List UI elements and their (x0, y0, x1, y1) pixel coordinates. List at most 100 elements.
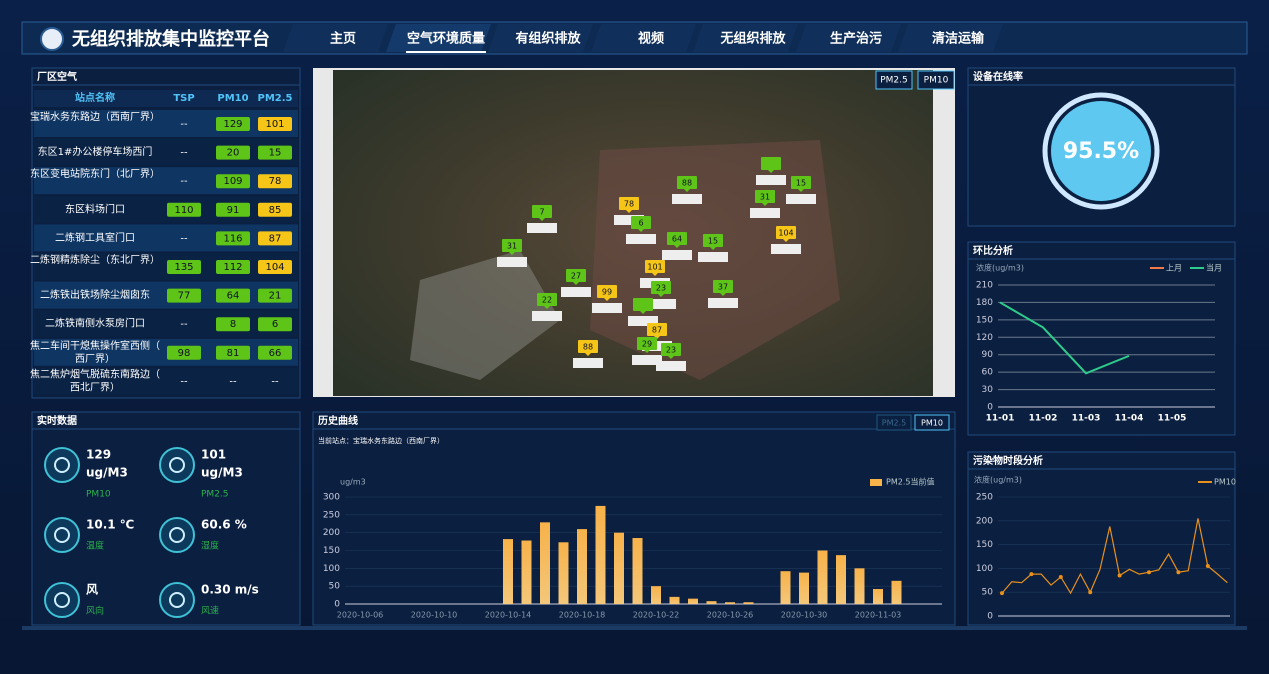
chart-toggle[interactable] (876, 414, 912, 431)
chart-toggle-label[interactable]: PM10 (921, 419, 943, 428)
nav-item[interactable]: 生产治污 (830, 31, 882, 47)
station-value: 129 (223, 119, 242, 130)
value-badge (216, 260, 250, 274)
map-marker-pin (674, 245, 680, 248)
nav-item[interactable]: 空气环境质量 (407, 31, 485, 47)
station-name: 焦二车间干熄焦操作室西侧（西厂界） (30, 339, 160, 365)
map-marker[interactable] (619, 197, 639, 210)
map-marker[interactable] (791, 176, 811, 189)
online-ring (1042, 92, 1160, 210)
y-tick-label: 180 (976, 298, 993, 308)
nav-tab[interactable] (796, 24, 901, 52)
nav-tab[interactable] (386, 24, 491, 52)
line-series (1001, 518, 1228, 595)
map-marker[interactable] (578, 340, 598, 353)
map-marker[interactable] (631, 216, 651, 229)
map-marker[interactable] (651, 281, 671, 294)
map-marker[interactable] (637, 337, 657, 350)
nav-tab[interactable] (488, 24, 593, 52)
map-marker[interactable] (713, 280, 733, 293)
value-badge (258, 288, 292, 303)
station-value: 87 (269, 233, 282, 244)
table-header-bg (34, 90, 298, 107)
map-marker-label-box (614, 215, 644, 225)
map-marker[interactable] (677, 176, 697, 189)
map-marker-pin (544, 306, 550, 309)
chart-toggle-label[interactable]: PM2.5 (882, 419, 906, 428)
line-series (999, 301, 1130, 375)
panel (967, 241, 1236, 436)
value-badge (216, 174, 250, 189)
realtime-icon (159, 517, 195, 553)
x-tick-label: 2020-10-14 (485, 611, 532, 620)
map-marker[interactable] (667, 232, 687, 245)
realtime-value: 0.30 m/s (201, 583, 259, 597)
map-marker[interactable] (537, 293, 557, 306)
station-value: -- (180, 233, 188, 244)
map-marker-value: 15 (708, 237, 718, 246)
panel (967, 451, 1236, 626)
nav-item[interactable]: 有组织排放 (515, 31, 581, 47)
map-marker[interactable] (645, 260, 665, 273)
realtime-icon (159, 447, 195, 483)
station-value: 91 (227, 205, 240, 216)
map-toggle[interactable] (875, 70, 913, 90)
y-axis-label: 浓度(ug/m3) (976, 263, 1024, 273)
map-marker-pin (539, 218, 545, 221)
nav-item[interactable]: 主页 (330, 31, 356, 47)
table-row (34, 367, 298, 395)
map-marker[interactable] (502, 239, 522, 252)
online-gauge (1051, 101, 1151, 201)
map-marker[interactable] (776, 226, 796, 239)
value-badge (216, 117, 250, 131)
y-tick-label: 50 (329, 582, 341, 592)
station-value: 101 (265, 119, 284, 130)
map-quarry (410, 250, 560, 380)
map-marker[interactable] (532, 205, 552, 218)
nav-tab[interactable] (591, 24, 696, 52)
map-marker[interactable] (597, 285, 617, 298)
nav-item[interactable]: 视频 (638, 31, 664, 47)
map-marker-value: 99 (602, 288, 612, 297)
map-marker-label-box (592, 303, 622, 313)
station-name: 焦二焦炉烟气脱硫东南路边（西北厂界） (30, 367, 160, 393)
map-marker-pin (652, 273, 658, 276)
panel-title: 历史曲线 (318, 414, 358, 427)
chart-toggle[interactable] (914, 414, 950, 431)
line-point (1176, 570, 1181, 575)
map-marker[interactable] (647, 323, 667, 336)
map-marker[interactable] (633, 298, 653, 311)
station-value: 78 (269, 176, 282, 187)
map-marker-label-box (786, 194, 816, 204)
y-axis-label: ug/m3 (340, 478, 366, 487)
map-marker-label-box (698, 252, 728, 262)
map-marker-label-box (628, 316, 658, 326)
map-marker[interactable] (566, 269, 586, 282)
map-marker-pin (644, 350, 650, 353)
map-marker[interactable] (761, 157, 781, 170)
map-marker-value: 88 (682, 179, 692, 188)
nav-tab[interactable] (693, 24, 798, 52)
chart-subtitle: 当前站点：宝瑞水务东路边（西南厂界） (318, 436, 444, 445)
station-name: 二炼钢精炼除尘（东北厂界） (30, 253, 160, 266)
map-toggle-label[interactable]: PM10 (924, 76, 949, 86)
map-toggle[interactable] (917, 70, 955, 90)
x-tick-label: 11-04 (1115, 414, 1144, 424)
map-marker[interactable] (703, 234, 723, 247)
value-badge (216, 317, 250, 332)
map-toggle-label[interactable]: PM2.5 (880, 76, 908, 86)
map-marker-label-box (646, 299, 676, 309)
map-marker[interactable] (755, 190, 775, 203)
x-tick-label: 2020-10-10 (411, 611, 458, 620)
map-marker-pin (658, 294, 664, 297)
line-point (1088, 590, 1093, 595)
realtime-label: 湿度 (201, 540, 219, 552)
station-value: 98 (178, 348, 191, 359)
map-marker[interactable] (661, 343, 681, 356)
nav-item[interactable]: 无组织排放 (719, 31, 786, 47)
bar (706, 601, 717, 604)
nav-item[interactable]: 清洁运输 (932, 31, 985, 47)
map-marker-pin (585, 353, 591, 356)
nav-tab[interactable] (283, 24, 388, 52)
nav-tab[interactable] (898, 24, 1003, 52)
